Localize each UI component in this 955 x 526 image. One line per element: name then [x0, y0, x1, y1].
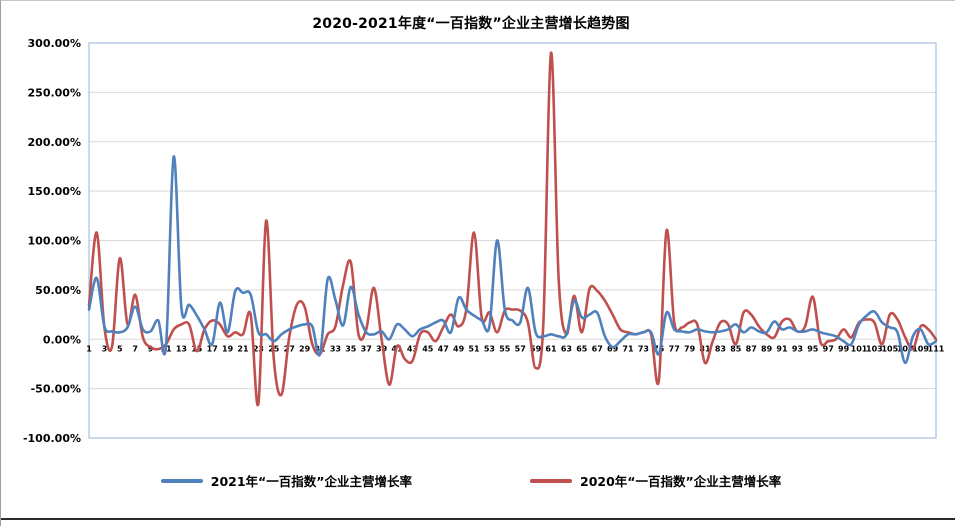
- y-axis-tick-label: 100.00%: [28, 235, 81, 248]
- x-axis-tick-label: 87: [746, 344, 757, 353]
- x-axis-tick-label: 47: [438, 344, 449, 353]
- y-axis-tick-label: 300.00%: [28, 37, 81, 50]
- x-axis-tick-label: 65: [576, 344, 588, 353]
- y-axis-tick-label: 50.00%: [35, 284, 81, 297]
- x-axis-tick-label: 3: [102, 344, 108, 353]
- x-axis-tick-label: 27: [284, 344, 295, 353]
- legend-item-2020[interactable]: 2020年“一百指数”企业主营增长率: [530, 471, 781, 490]
- y-axis-tick-label: 200.00%: [28, 136, 81, 149]
- x-axis-tick-label: 1: [86, 344, 92, 353]
- legend-swatch-2021: [160, 478, 203, 483]
- bottom-border-rule: [1, 518, 955, 520]
- x-axis-tick-label: 59: [530, 344, 542, 353]
- x-axis-tick-label: 73: [638, 344, 649, 353]
- x-axis-tick-label: 71: [622, 344, 634, 353]
- x-axis-tick-label: 105: [881, 344, 898, 353]
- y-axis-tick-label: -100.00%: [23, 432, 81, 445]
- x-axis-tick-label: 19: [222, 344, 234, 353]
- x-axis-tick-label: 91: [776, 344, 788, 353]
- x-axis-tick-label: 97: [823, 344, 834, 353]
- plot-border: [88, 42, 937, 439]
- x-axis-tick-label: 93: [792, 344, 803, 353]
- x-axis-tick-label: 7: [132, 344, 138, 353]
- chart-legend: 2021年“一百指数”企业主营增长率 2020年“一百指数”企业主营增长率: [1, 471, 941, 490]
- y-axis-tick-label: 150.00%: [28, 185, 81, 198]
- x-axis-tick-label: 89: [761, 344, 773, 353]
- plot-area: 300.00%250.00%200.00%150.00%100.00%50.00…: [23, 37, 945, 445]
- legend-label-2021: 2021年“一百指数”企业主营增长率: [210, 474, 412, 489]
- legend-swatch-2020: [530, 478, 572, 483]
- x-axis-tick-label: 23: [253, 344, 264, 353]
- x-axis-tick-label: 81: [699, 344, 711, 353]
- x-axis-tick-label: 33: [330, 344, 341, 353]
- series-line-2020: [87, 51, 938, 407]
- x-axis-tick-label: 111: [928, 344, 945, 353]
- x-axis-tick-label: 85: [730, 344, 742, 353]
- x-axis-tick-label: 75: [653, 344, 665, 353]
- x-axis-tick-label: 107: [897, 344, 914, 353]
- x-axis-tick-label: 45: [422, 344, 434, 353]
- x-axis-tick-label: 5: [117, 344, 123, 353]
- series-line-2021: [87, 155, 938, 365]
- y-axis-tick-label: 250.00%: [28, 86, 81, 99]
- x-axis-tick-label: 13: [176, 344, 187, 353]
- x-axis-tick-label: 69: [607, 344, 619, 353]
- x-axis-tick-label: 57: [515, 344, 526, 353]
- x-axis-tick-label: 63: [561, 344, 572, 353]
- x-axis-tick-label: 83: [715, 344, 726, 353]
- x-axis-tick-label: 37: [361, 344, 372, 353]
- x-axis-tick-label: 43: [407, 344, 418, 353]
- x-axis-tick-label: 77: [669, 344, 680, 353]
- x-axis-tick-label: 53: [484, 344, 495, 353]
- y-axis-tick-label: -50.00%: [31, 383, 81, 396]
- x-axis-tick-label: 109: [912, 344, 929, 353]
- legend-item-2021[interactable]: 2021年“一百指数”企业主营增长率: [160, 471, 412, 490]
- x-axis-tick-label: 17: [207, 344, 218, 353]
- x-axis-tick-label: 79: [684, 344, 696, 353]
- x-axis-tick-label: 49: [453, 344, 465, 353]
- legend-label-2020: 2020年“一百指数”企业主营增长率: [580, 474, 782, 489]
- x-axis-tick-label: 29: [299, 344, 311, 353]
- x-axis-tick-label: 61: [545, 344, 557, 353]
- x-axis-tick-label: 103: [866, 344, 883, 353]
- x-axis-tick-label: 99: [838, 344, 850, 353]
- x-axis-tick-label: 55: [499, 344, 511, 353]
- x-axis-tick-label: 67: [592, 344, 603, 353]
- x-axis-tick-label: 51: [468, 344, 480, 353]
- x-axis-tick-label: 95: [807, 344, 819, 353]
- x-axis-tick-label: 21: [237, 344, 249, 353]
- x-axis-tick-label: 35: [345, 344, 357, 353]
- x-axis-tick-label: 101: [851, 344, 868, 353]
- chart-title: 2020-2021年度“一百指数”企业主营增长趋势图: [312, 16, 630, 32]
- x-axis-tick-label: 15: [191, 344, 203, 353]
- y-axis-tick-label: 0.00%: [43, 333, 81, 346]
